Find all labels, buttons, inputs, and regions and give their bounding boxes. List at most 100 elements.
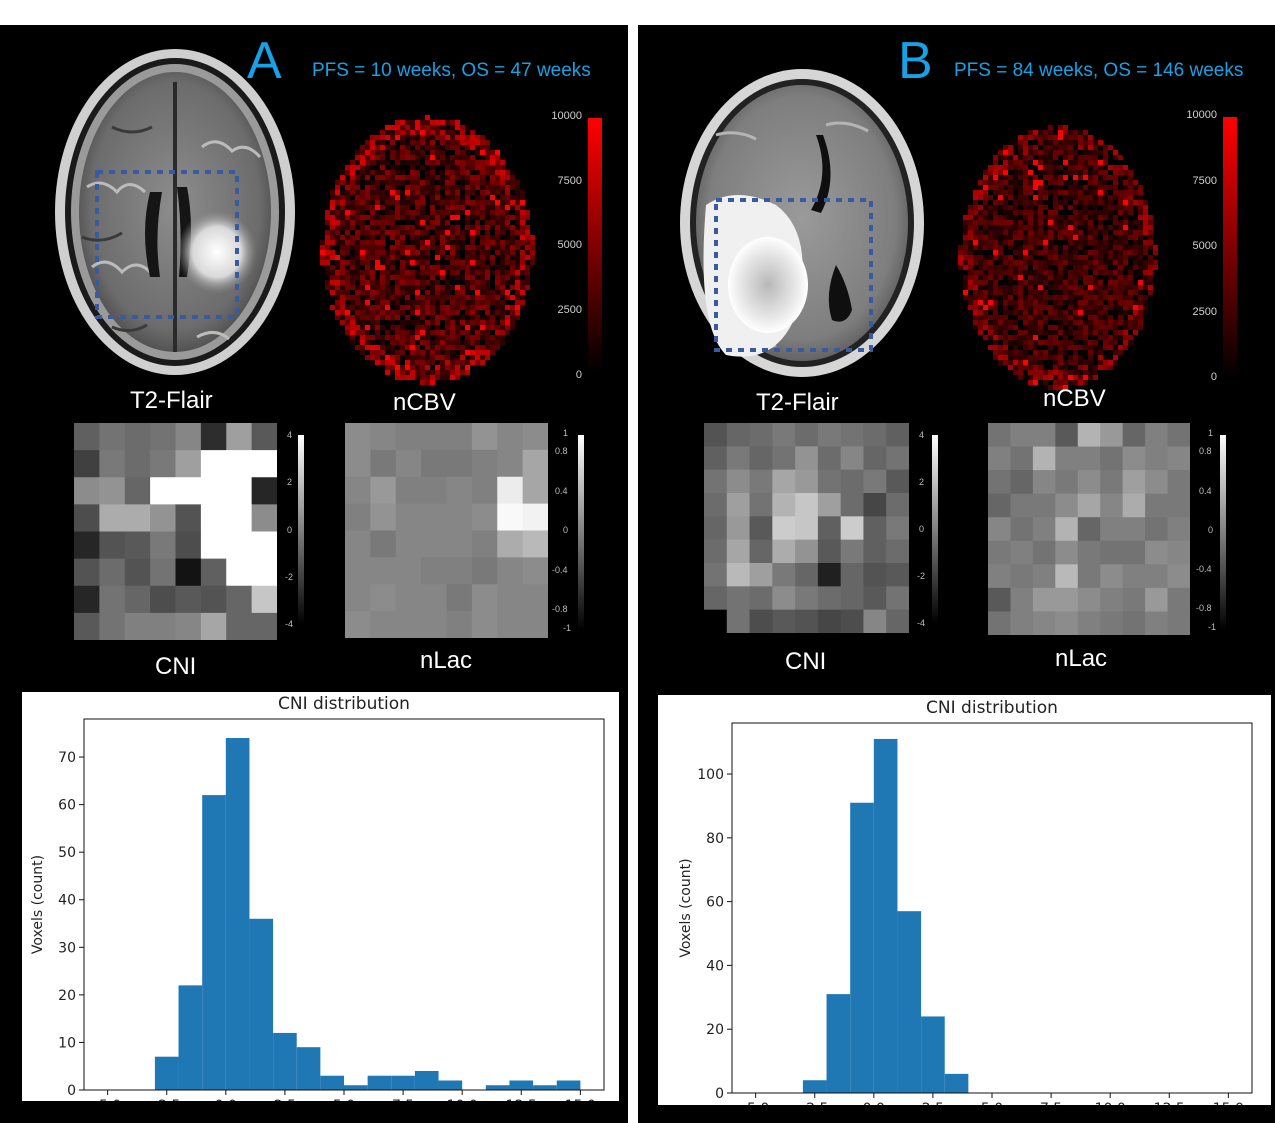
- heatmap-cell: [704, 609, 728, 633]
- heatmap-cell: [886, 539, 909, 564]
- heatmap-cell: [1010, 470, 1034, 495]
- heatmap-cell: [497, 530, 524, 558]
- heatmap-cell: [99, 477, 126, 505]
- heatmap-cell: [150, 585, 176, 614]
- histogram-bar: [438, 1080, 463, 1090]
- heatmap-cell: [74, 477, 100, 505]
- histogram-bar: [296, 1047, 321, 1090]
- heatmap-cell: [150, 450, 176, 478]
- heatmap-cell: [704, 516, 728, 541]
- heatmap-cell: [817, 609, 842, 633]
- heatmap-cell: [1032, 446, 1056, 471]
- heatmap-cell: [1077, 470, 1101, 495]
- heatmap-cell: [840, 516, 864, 541]
- heatmap-cell: [1055, 611, 1079, 635]
- x-tick-label: 12.5: [506, 1098, 537, 1101]
- cni-heatmap: [704, 423, 909, 633]
- heatmap-cell: [1167, 611, 1190, 635]
- heatmap-cell: [175, 477, 202, 505]
- cni-colorbar: [298, 435, 304, 625]
- heatmap-cell: [817, 539, 842, 564]
- heatmap-cell: [749, 493, 773, 517]
- heatmap-cell: [1145, 423, 1169, 448]
- heatmap-cell: [840, 469, 864, 494]
- heatmap-cell: [395, 584, 422, 612]
- cni-label: CNI: [155, 653, 197, 680]
- colorbar-tick: -2: [285, 572, 294, 582]
- heatmap-cell: [749, 609, 773, 633]
- cni-histogram: CNI distribution -5.0 -2.5 0.0 2.5 5.0 7.5 10.0…: [22, 692, 619, 1114]
- heatmap-cell: [345, 557, 371, 585]
- y-tick-label: 0: [715, 1086, 724, 1102]
- heatmap-cell: [370, 530, 397, 558]
- nlac-heatmap: [988, 423, 1190, 635]
- heatmap-cell: [1010, 564, 1034, 589]
- heatmap-cell: [226, 612, 253, 640]
- x-tick-label: 0.0: [215, 1098, 237, 1101]
- y-tick-label: 60: [58, 798, 76, 814]
- heatmap-cell: [74, 504, 100, 532]
- heatmap-cell: [1122, 564, 1146, 589]
- histogram-bar: [921, 1016, 945, 1093]
- heatmap-cell: [726, 423, 751, 447]
- heatmap-cell: [421, 557, 447, 585]
- heatmap-cell: [749, 446, 773, 471]
- heatmap-cell: [886, 469, 909, 494]
- heatmap-cell: [395, 423, 422, 451]
- heatmap-cell: [749, 423, 773, 447]
- heatmap-cell: [1055, 446, 1079, 471]
- heatmap-cell: [175, 504, 202, 532]
- colorbar-tick: 7500: [1192, 175, 1217, 187]
- heatmap-cell: [817, 516, 842, 541]
- heatmap-cell: [863, 423, 887, 447]
- heatmap-cell: [1010, 540, 1034, 565]
- heatmap-cell: [1077, 493, 1101, 518]
- heatmap-cell: [1010, 493, 1034, 518]
- heatmap-cell: [74, 558, 100, 587]
- heatmap-cell: [1100, 423, 1124, 448]
- heatmap-cell: [446, 530, 473, 558]
- colorbar-tick: 0.4: [1199, 486, 1212, 496]
- colorbar-tick: 0: [287, 525, 293, 535]
- heatmap-cell: [150, 423, 176, 451]
- heatmap-cell: [886, 446, 909, 471]
- panel-b: B PFS = 84 weeks, OS = 146 weeks: [638, 25, 1275, 1123]
- cni-label: CNI: [785, 648, 827, 675]
- heatmap-cell: [226, 504, 253, 532]
- x-tick-label: 7.5: [1040, 1101, 1062, 1105]
- heatmap-cell: [251, 450, 277, 478]
- heatmap-cell: [726, 586, 751, 611]
- heatmap-cell: [370, 584, 397, 612]
- heatmap-cell: [1010, 517, 1034, 542]
- heatmap-cell: [840, 609, 864, 633]
- heatmap-cell: [772, 493, 796, 517]
- histogram-bar: [273, 1032, 297, 1090]
- heatmap-cell: [124, 585, 151, 614]
- heatmap-cell: [226, 558, 253, 587]
- heatmap-cell: [175, 531, 202, 560]
- heatmap-cell: [345, 423, 371, 451]
- heatmap-cell: [988, 423, 1011, 448]
- colorbar-tick: 1: [563, 428, 569, 438]
- x-tick-label: 0.0: [863, 1101, 885, 1105]
- x-tick-label: -5.0: [94, 1098, 121, 1101]
- heatmap-cell: [200, 423, 227, 451]
- colorbar-tick: -2: [917, 571, 926, 581]
- heatmap-cell: [497, 503, 524, 531]
- heatmap-cell: [988, 493, 1011, 518]
- heatmap-cell: [446, 503, 473, 531]
- y-tick-label: 100: [697, 767, 724, 783]
- heatmap-cell: [74, 423, 100, 451]
- heatmap-cell: [150, 612, 176, 640]
- heatmap-cell: [772, 563, 796, 587]
- heatmap-cell: [817, 446, 842, 471]
- heatmap-cell: [370, 476, 397, 505]
- heatmap-cell: [795, 563, 819, 587]
- heatmap-cell: [772, 609, 796, 633]
- plot-frame: [83, 718, 605, 1091]
- y-tick-label: 20: [706, 1022, 724, 1038]
- heatmap-cell: [251, 585, 277, 614]
- survival-text: PFS = 84 weeks, OS = 146 weeks: [954, 60, 1244, 81]
- colorbar-tick: -4: [285, 619, 294, 629]
- heatmap-cell: [175, 558, 202, 587]
